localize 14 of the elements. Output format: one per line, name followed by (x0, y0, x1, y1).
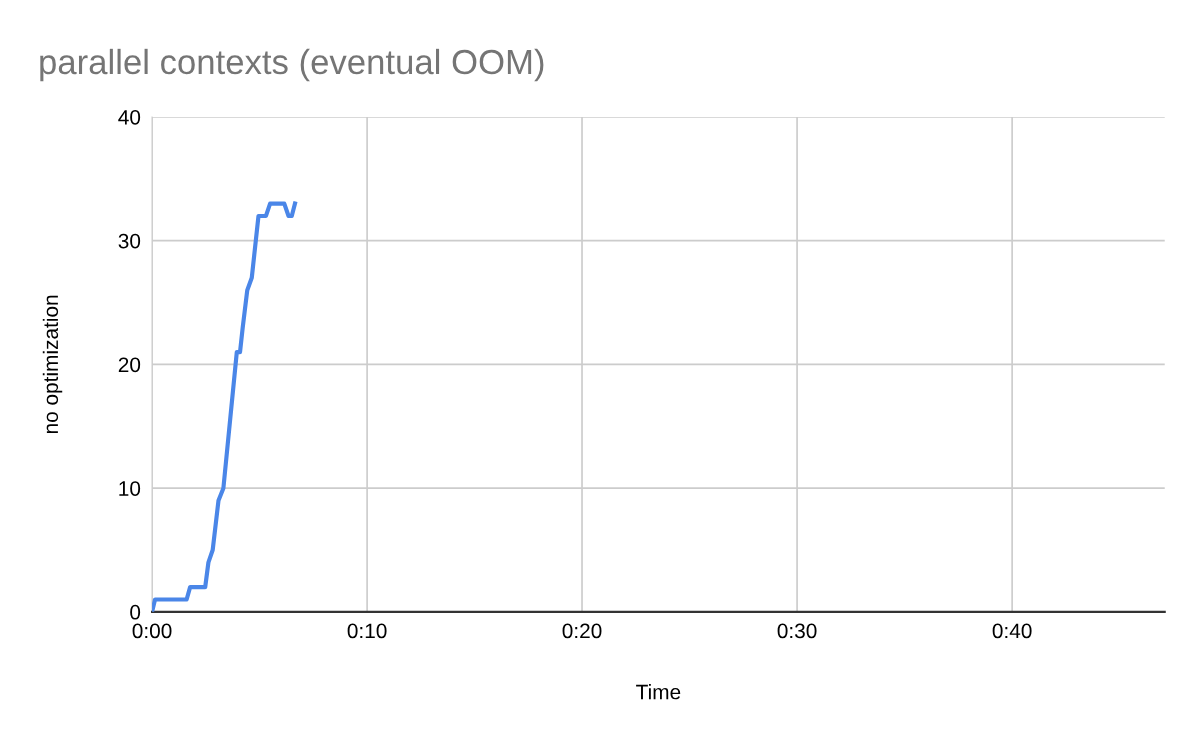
x-tick-label: 0:30 (777, 623, 817, 639)
y-tick-label: 0 (130, 604, 141, 620)
x-tick-label: 0:40 (992, 623, 1032, 639)
y-tick-label: 10 (119, 481, 141, 496)
y-axis-title: no optimization (42, 295, 63, 434)
y-tick-label: 40 (118, 109, 141, 125)
y-tick-label: 20 (118, 357, 141, 373)
x-tick-label: 0:10 (347, 623, 387, 639)
x-tick-label: 0:00 (132, 623, 172, 639)
line-series (152, 201, 298, 612)
x-tick-label: 0:20 (562, 623, 602, 639)
x-axis-title: Time (636, 684, 681, 700)
chart-title: parallel contexts (eventual OOM) (40, 48, 544, 82)
y-tick-label: 30 (118, 233, 141, 249)
